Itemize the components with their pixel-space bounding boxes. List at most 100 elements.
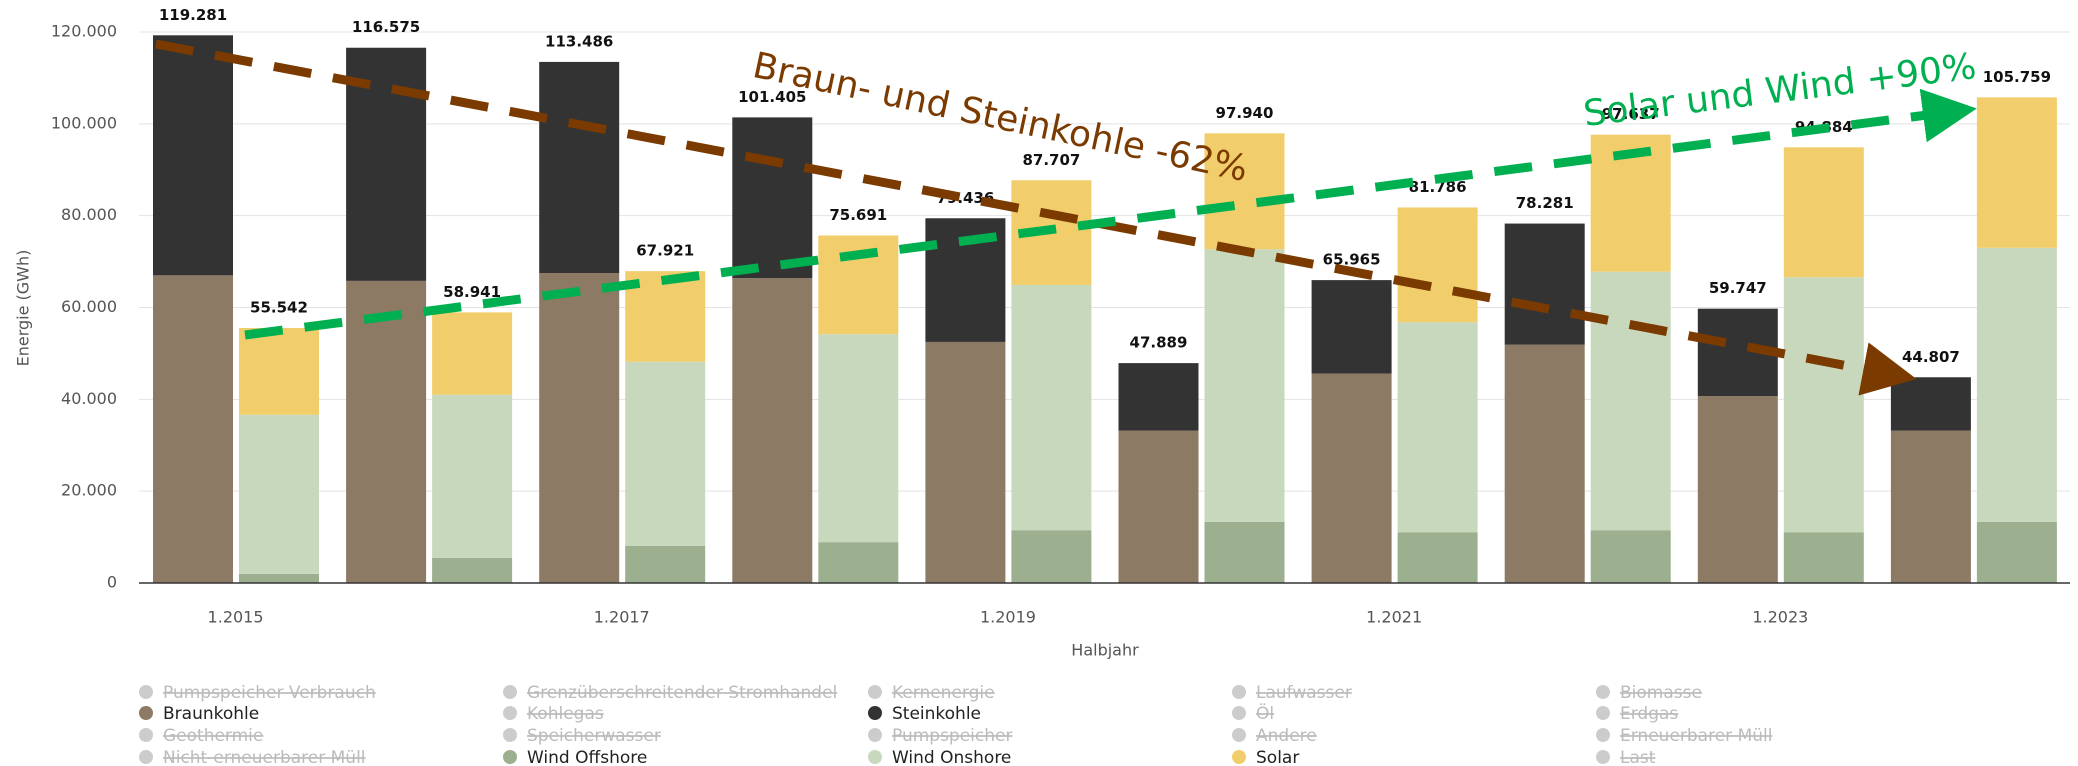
y-tick-label: 20.000 [61,481,117,500]
bar-segment [818,334,899,543]
total-label: 55.542 [250,298,308,316]
bar-segment [239,327,319,415]
bar-segment [432,394,513,558]
total-label: 116.575 [352,18,420,36]
bar-segment [239,414,319,574]
total-label: 87.707 [1022,151,1080,169]
legend-label[interactable]: Solar [1256,748,1299,766]
bar-segment [1590,530,1671,583]
legend-label[interactable]: Kernenergie [892,683,995,703]
legend-marker [503,685,517,699]
total-label: 78.281 [1516,194,1574,212]
legend-label[interactable]: Wind Offshore [527,748,647,766]
legend-marker [868,706,882,720]
legend-marker [503,706,517,720]
legend-label[interactable]: Kohlegas [527,704,604,724]
bar-segment [432,557,513,583]
bar-segment [432,312,513,395]
legend-label[interactable]: Wind Onshore [892,748,1011,766]
legend-marker [1232,685,1246,699]
bar-segment [732,278,813,583]
total-label: 97.637 [1602,105,1660,123]
bar-segment [1397,322,1478,533]
bar-segment [1011,530,1092,583]
y-tick-label: 0 [107,573,117,592]
legend-label[interactable]: Pumpspeicher Verbrauch [163,683,376,703]
legend-marker [1596,728,1610,742]
legend-marker [1232,750,1246,764]
legend-label[interactable]: Braunkohle [163,704,259,724]
legend-label[interactable]: Steinkohle [892,704,981,724]
legend-label[interactable]: Nicht-erneuerbarer Müll [163,748,366,766]
total-label: 75.691 [829,206,887,224]
total-label: 119.281 [159,6,227,24]
bar-segment [1976,97,2057,248]
bar-segment [1504,344,1585,583]
bar-segment [539,61,620,274]
bar-segment [1783,532,1864,583]
bar-segment [1118,430,1199,583]
bar-segment [1890,377,1971,431]
bar-segment [1204,521,1285,583]
legend-marker [139,728,153,742]
trend-arrow-coal [155,39,1917,396]
x-tick-label: 1.2019 [980,608,1036,627]
legend-label[interactable]: Erdgas [1620,704,1678,724]
plot: 0 20.000 40.000 60.000 80.000 100.000 120.000 1… [51,6,2070,627]
bar-segment [1311,280,1392,374]
legend-label[interactable]: Biomasse [1620,683,1702,703]
bar-segment [153,35,233,276]
x-tick-label: 1.2015 [208,608,264,627]
total-label: 58.941 [443,283,501,301]
legend-marker [503,728,517,742]
legend-marker [868,728,882,742]
bar-segment [1204,249,1285,522]
y-tick-label: 60.000 [61,297,117,316]
trend-arrow-renewable [244,88,1977,340]
total-label: 59.747 [1709,279,1767,297]
total-label: 113.486 [545,32,613,50]
legend-marker [868,750,882,764]
legend-label[interactable]: Andere [1256,726,1317,746]
y-tick-label: 100.000 [51,113,117,132]
legend-label[interactable]: Laufwasser [1256,683,1352,703]
legend-marker [1596,706,1610,720]
legend-label[interactable]: Pumpspeicher [892,726,1012,746]
legend-marker [139,750,153,764]
y-tick-label: 120.000 [51,22,117,41]
legend-label[interactable]: Last [1620,748,1656,766]
legend-label[interactable]: Grenzüberschreitender Stromhandel [527,683,837,703]
x-tick-label: 1.2017 [594,608,650,627]
legend-label[interactable]: Erneuerbarer Müll [1620,726,1772,746]
legend-marker [139,685,153,699]
bar-segment [625,545,706,583]
bar-segment [1890,430,1971,583]
total-label: 101.405 [738,88,806,106]
bar-segment [1011,285,1092,531]
total-label: 105.759 [1983,68,2051,86]
total-label: 44.807 [1902,348,1960,366]
x-axis-title: Halbjahr [1071,641,1139,660]
bar-segment [1976,521,2057,583]
legend-label[interactable]: Speicherwasser [527,726,661,746]
bar-segment [1783,147,1864,278]
total-label: 67.921 [636,242,694,260]
bar-segment [1397,532,1478,583]
legend-marker [139,706,153,720]
bar-segment [239,573,319,583]
legend-label[interactable]: Geothermie [163,726,263,746]
legend-marker [1596,685,1610,699]
bar-segment [153,275,233,583]
y-tick-label: 80.000 [61,205,117,224]
x-tick-label: 1.2021 [1366,608,1422,627]
total-label: 65.965 [1323,251,1381,269]
annotation-renewable: Solar und Wind +90% [1581,46,1978,135]
bar-segment [1590,271,1671,531]
bar-segment [1311,373,1392,583]
legend-marker [1596,750,1610,764]
bar-segment [1397,207,1478,323]
bar-segment [1783,277,1864,533]
legend-label[interactable]: Öl [1256,702,1274,724]
bar-segment [1976,247,2057,522]
